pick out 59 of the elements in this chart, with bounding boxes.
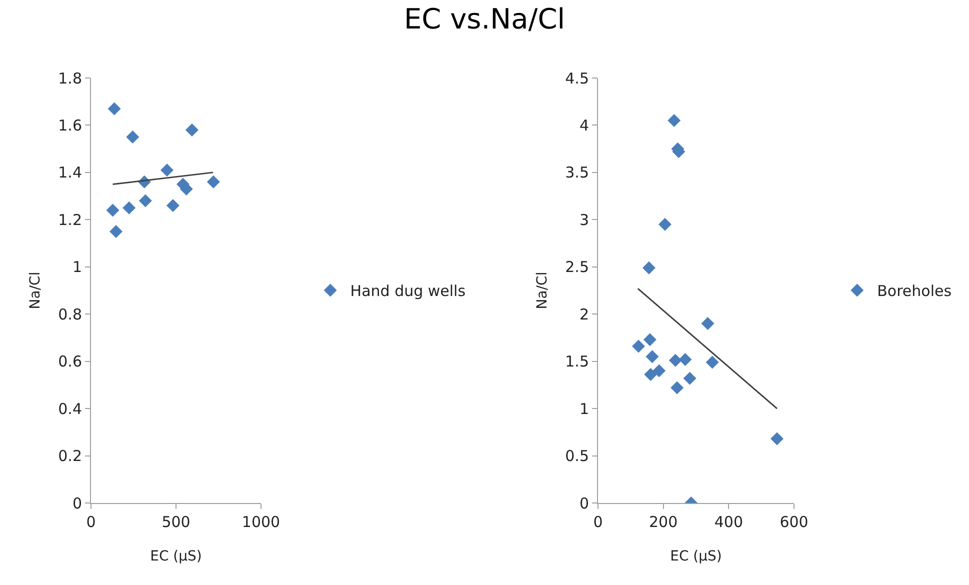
y-tick-label: 0.4 bbox=[58, 400, 82, 418]
point bbox=[706, 356, 719, 369]
y-tick-label: 3.5 bbox=[565, 164, 589, 182]
point bbox=[108, 102, 121, 116]
y-axis-title: Na/Cl bbox=[28, 272, 44, 310]
y-tick-label: 1.2 bbox=[58, 210, 82, 229]
y-tick-label: 0 bbox=[72, 494, 82, 512]
x-tick-label: 400 bbox=[714, 513, 743, 531]
y-tick-label: 0.6 bbox=[58, 352, 82, 371]
point bbox=[683, 372, 696, 385]
point bbox=[646, 350, 659, 364]
point bbox=[632, 340, 646, 353]
point bbox=[770, 432, 784, 446]
chart-title: EC vs.Na/Cl bbox=[404, 2, 566, 36]
point bbox=[122, 201, 136, 214]
y-tick-label: 1.4 bbox=[58, 164, 82, 182]
point bbox=[701, 317, 714, 330]
y-axis-title: Na/Cl bbox=[534, 272, 551, 310]
y-tick-label: 4 bbox=[579, 116, 589, 134]
point bbox=[658, 218, 672, 231]
point bbox=[652, 364, 666, 378]
x-tick-label: 600 bbox=[780, 513, 808, 531]
x-tick-label: 0 bbox=[86, 513, 96, 531]
y-tick-label: 1 bbox=[579, 400, 589, 418]
point bbox=[668, 114, 681, 127]
x-axis-title: EC (µS) bbox=[670, 548, 722, 564]
y-tick-label: 1.8 bbox=[58, 69, 82, 88]
point bbox=[185, 123, 198, 136]
y-tick-label: 0.2 bbox=[58, 447, 82, 466]
point bbox=[678, 352, 692, 366]
y-tick-label: 0 bbox=[579, 494, 589, 512]
point bbox=[106, 204, 120, 217]
point bbox=[126, 130, 140, 144]
x-tick-label: 0 bbox=[593, 513, 603, 531]
y-tick-label: 1.6 bbox=[58, 116, 82, 134]
point bbox=[642, 261, 656, 274]
point bbox=[670, 381, 684, 394]
point bbox=[109, 224, 122, 238]
x-tick-label: 1000 bbox=[242, 513, 280, 531]
x-axis-title: EC (µS) bbox=[150, 548, 202, 564]
y-tick-label: 3 bbox=[579, 210, 589, 229]
point bbox=[138, 194, 152, 208]
y-tick-label: 0.8 bbox=[58, 305, 82, 324]
y-tick-label: 0.5 bbox=[565, 447, 589, 466]
y-tick-label: 2 bbox=[579, 305, 589, 324]
x-tick-label: 500 bbox=[162, 513, 190, 531]
y-tick-label: 4.5 bbox=[565, 69, 589, 88]
legend-label: Hand dug wells bbox=[350, 282, 466, 300]
y-tick-label: 2.5 bbox=[565, 258, 589, 276]
point bbox=[166, 199, 180, 212]
y-tick-label: 1.5 bbox=[565, 352, 589, 371]
y-tick-label: 1 bbox=[72, 258, 82, 276]
point bbox=[160, 164, 174, 177]
point bbox=[206, 175, 220, 188]
point bbox=[668, 354, 682, 367]
legend-label: Boreholes bbox=[877, 282, 952, 300]
x-tick-label: 200 bbox=[649, 513, 678, 531]
point bbox=[644, 368, 658, 382]
point bbox=[643, 333, 656, 346]
